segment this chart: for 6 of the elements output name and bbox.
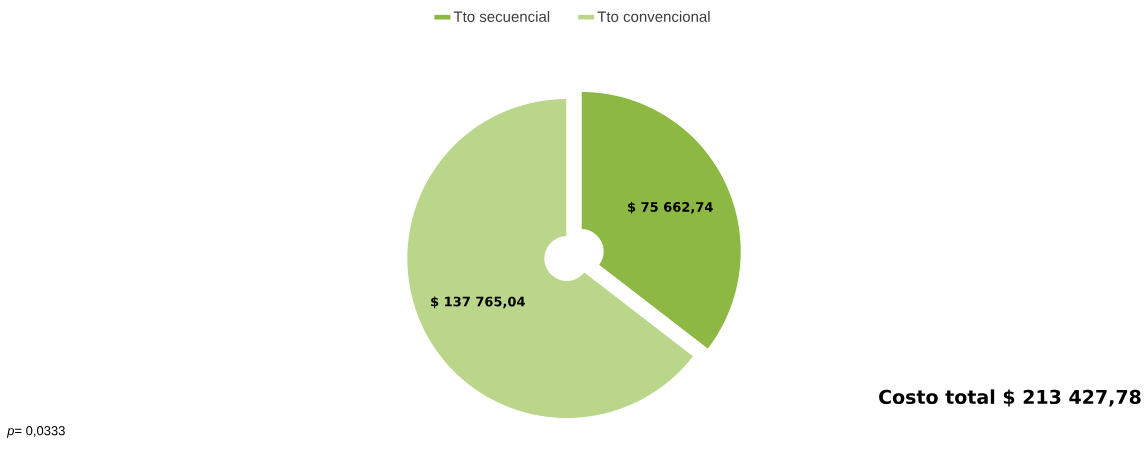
text: p= 0,0333: [6, 426, 65, 438]
legend-label: Tto secuencial: [453, 10, 550, 22]
data-label: $ 75 662,74: [628, 201, 713, 214]
data-label: $ 137 765,04: [431, 296, 525, 309]
legend-label: Tto convencional: [597, 10, 710, 22]
text: Costo total $ 213 427,78: [879, 389, 1141, 407]
